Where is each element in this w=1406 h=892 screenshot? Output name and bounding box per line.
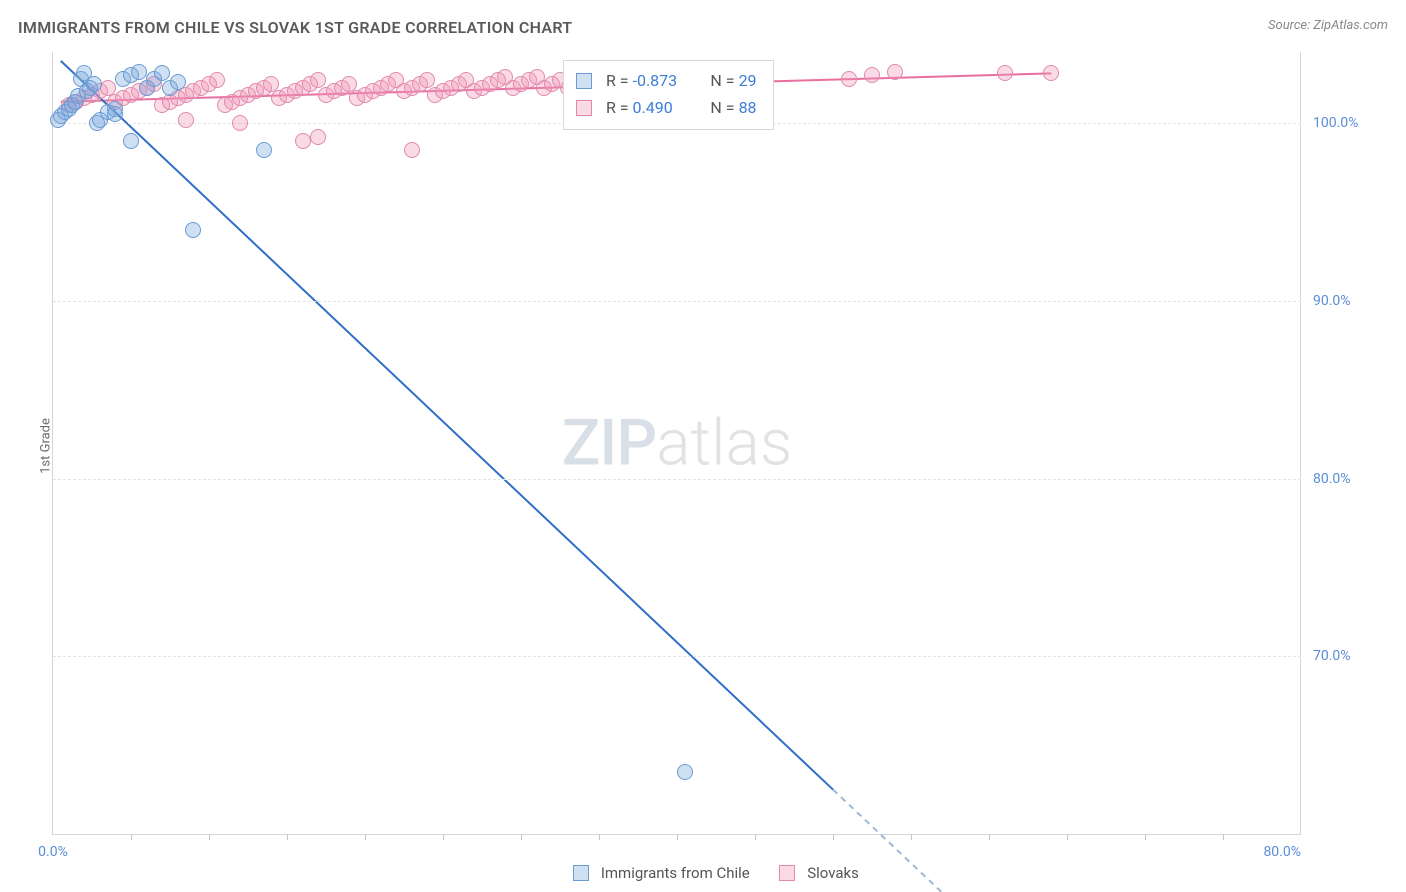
x-minor-tick	[209, 834, 210, 840]
stats-n-label: N =	[710, 98, 738, 117]
y-tick-label: 90.0%	[1313, 293, 1351, 309]
x-minor-tick	[989, 834, 990, 840]
chart-title: IMMIGRANTS FROM CHILE VS SLOVAK 1ST GRAD…	[18, 18, 572, 37]
data-point-chile	[123, 133, 139, 149]
stats-row: R = -0.873 N = 29	[576, 67, 757, 94]
legend-swatch-chile	[573, 865, 589, 881]
x-minor-tick	[1145, 834, 1146, 840]
data-point-slovak	[178, 112, 194, 128]
legend-label-slovak: Slovaks	[807, 864, 859, 882]
stats-n-label: N =	[710, 71, 738, 90]
x-tick-label: 80.0%	[1263, 844, 1301, 860]
data-point-slovak	[841, 71, 857, 87]
x-minor-tick	[287, 834, 288, 840]
stats-box: R = -0.873 N = 29 R = 0.490 N = 88	[563, 60, 774, 130]
stats-r-label: R =	[606, 71, 633, 90]
x-minor-tick	[521, 834, 522, 840]
stats-n-value: 29	[739, 67, 757, 94]
watermark: ZIPatlas	[562, 406, 793, 481]
legend-swatch-slovak	[779, 865, 795, 881]
stats-r-label: R =	[606, 98, 633, 117]
data-point-slovak	[864, 67, 880, 83]
chart-plot-area: ZIPatlas 70.0%80.0%90.0%100.0%0.0%80.0% …	[52, 52, 1301, 835]
data-point-chile	[131, 64, 147, 80]
data-point-slovak	[887, 64, 903, 80]
gridline-h	[53, 656, 1301, 657]
x-minor-tick	[443, 834, 444, 840]
legend-label-chile: Immigrants from Chile	[601, 864, 750, 882]
x-tick-label: 0.0%	[38, 844, 68, 860]
trend-lines-layer	[53, 52, 1301, 834]
x-minor-tick	[911, 834, 912, 840]
source-label: Source: ZipAtlas.com	[1268, 18, 1388, 33]
trend-line	[61, 61, 833, 790]
stats-n-value: 88	[739, 94, 757, 121]
watermark-atlas: atlas	[656, 406, 792, 481]
stats-row: R = 0.490 N = 88	[576, 94, 757, 121]
data-point-slovak	[232, 115, 248, 131]
footer-legend: Immigrants from Chile Slovaks	[0, 864, 1406, 882]
stats-swatch	[576, 100, 592, 116]
x-minor-tick	[365, 834, 366, 840]
x-minor-tick	[833, 834, 834, 840]
data-point-slovak	[295, 133, 311, 149]
x-minor-tick	[131, 834, 132, 840]
x-minor-tick	[755, 834, 756, 840]
stats-swatch	[576, 73, 592, 89]
data-point-slovak	[997, 65, 1013, 81]
data-point-slovak	[209, 72, 225, 88]
right-axis-line	[1300, 52, 1301, 834]
data-point-chile	[107, 106, 123, 122]
x-minor-tick	[677, 834, 678, 840]
y-tick-label: 70.0%	[1313, 648, 1351, 664]
gridline-h	[53, 479, 1301, 480]
data-point-slovak	[404, 142, 420, 158]
data-point-slovak	[310, 129, 326, 145]
y-tick-label: 100.0%	[1313, 115, 1358, 131]
gridline-h	[53, 301, 1301, 302]
data-point-chile	[86, 76, 102, 92]
y-tick-label: 80.0%	[1313, 471, 1351, 487]
stats-r-value: 0.490	[633, 94, 695, 121]
data-point-chile	[185, 222, 201, 238]
data-point-slovak	[1043, 65, 1059, 81]
x-minor-tick	[1067, 834, 1068, 840]
watermark-zip: ZIP	[562, 406, 657, 481]
x-minor-tick	[1223, 834, 1224, 840]
data-point-chile	[256, 142, 272, 158]
data-point-chile	[170, 74, 186, 90]
stats-r-value: -0.873	[633, 67, 695, 94]
x-minor-tick	[599, 834, 600, 840]
data-point-chile	[677, 764, 693, 780]
